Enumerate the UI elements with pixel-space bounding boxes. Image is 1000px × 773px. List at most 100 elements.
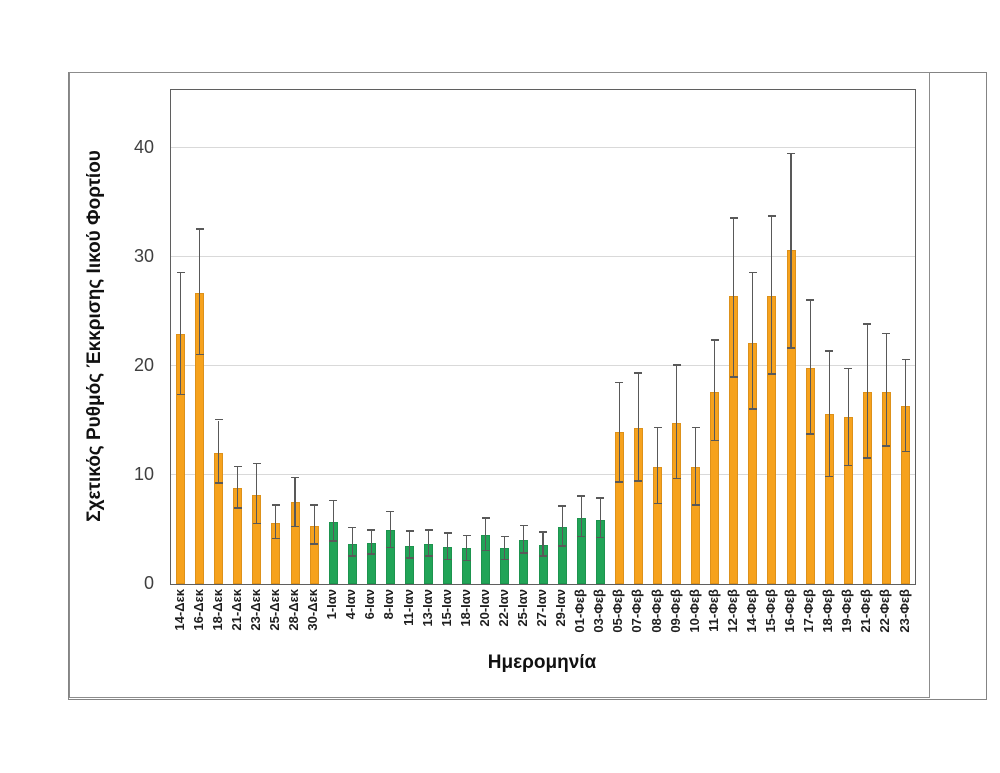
bar bbox=[633, 428, 643, 584]
bar bbox=[271, 522, 281, 584]
error-bar-cap bbox=[691, 426, 700, 429]
bar bbox=[405, 545, 414, 584]
error-bar-cap bbox=[844, 464, 853, 467]
x-tick-label: 23-Δεκ bbox=[247, 589, 263, 631]
x-tick-label: 20-Ιαν bbox=[476, 589, 492, 627]
error-bar-cap bbox=[748, 408, 757, 410]
error-bar-cap bbox=[767, 373, 776, 375]
x-tick-label: 11-Φεβ bbox=[705, 589, 721, 632]
x-tick-label: 08-Φεβ bbox=[648, 589, 664, 633]
bar bbox=[786, 250, 796, 584]
bar bbox=[710, 392, 720, 584]
error-bar-cap bbox=[615, 481, 624, 483]
error-bar bbox=[599, 498, 601, 539]
error-bar-cap bbox=[386, 510, 395, 512]
x-tick-label: 10-Φεβ bbox=[686, 589, 702, 633]
error-bar-cap bbox=[653, 502, 662, 505]
error-bar bbox=[885, 334, 887, 447]
error-bar-cap bbox=[615, 381, 624, 384]
error-bar-cap bbox=[596, 497, 605, 499]
bar bbox=[519, 540, 529, 584]
x-tick-label: 16-Φεβ bbox=[782, 589, 797, 633]
y-tick-label: 30 bbox=[133, 245, 154, 266]
error-bar bbox=[332, 501, 334, 542]
y-gridline bbox=[171, 364, 915, 366]
x-tick-label: 12-Φεβ bbox=[724, 589, 740, 633]
x-tick-label: 13-Ιαν bbox=[419, 589, 435, 627]
error-bar-cap bbox=[405, 530, 414, 532]
x-tick-label: 16-Δεκ bbox=[190, 589, 206, 631]
bar bbox=[862, 392, 872, 584]
y-gridline bbox=[171, 473, 915, 475]
error-bar-cap bbox=[500, 558, 509, 560]
error-bar bbox=[427, 530, 430, 557]
x-tick-label: 18-Φεβ bbox=[820, 589, 836, 633]
bar bbox=[843, 417, 853, 584]
error-bar bbox=[447, 533, 449, 560]
x-tick-label: 19-Φεβ bbox=[839, 589, 855, 633]
bar bbox=[729, 296, 739, 584]
error-bar bbox=[542, 532, 544, 557]
error-bar bbox=[828, 351, 830, 478]
bar bbox=[881, 392, 891, 584]
bar bbox=[443, 546, 453, 584]
error-bar-cap bbox=[901, 358, 910, 361]
error-bar-cap bbox=[863, 323, 872, 325]
bar bbox=[233, 488, 243, 584]
bar bbox=[500, 548, 510, 584]
error-bar-cap bbox=[481, 517, 490, 519]
error-bar bbox=[351, 528, 353, 557]
error-bar-cap bbox=[367, 553, 376, 555]
error-bar-cap bbox=[519, 524, 528, 527]
y-gridline bbox=[171, 146, 915, 148]
error-bar bbox=[504, 537, 506, 560]
error-bar-cap bbox=[882, 445, 891, 447]
error-bar-cap bbox=[672, 477, 681, 480]
bar bbox=[481, 534, 491, 584]
error-bar bbox=[733, 218, 735, 378]
x-axis-title: Ημερομηνία bbox=[487, 652, 597, 673]
error-bar-cap bbox=[596, 536, 605, 539]
x-tick-label: 09-Φεβ bbox=[667, 589, 683, 633]
error-bar-cap bbox=[405, 557, 414, 559]
x-tick-label: 8-Ιαν bbox=[381, 589, 397, 620]
x-tick-label: 01-Φεβ bbox=[572, 589, 588, 633]
error-bar bbox=[370, 530, 372, 555]
error-bar-cap bbox=[367, 529, 376, 531]
bar bbox=[462, 548, 472, 584]
x-tick-label: 21-Δεκ bbox=[228, 589, 244, 631]
bar bbox=[653, 467, 662, 584]
error-bar-cap bbox=[348, 555, 357, 557]
x-tick-label: 18-Δεκ bbox=[209, 589, 225, 631]
error-bar-cap bbox=[500, 535, 509, 538]
error-bar-cap bbox=[901, 450, 910, 452]
x-tick-label: 07-Φεβ bbox=[629, 589, 645, 633]
error-bar-cap bbox=[443, 532, 452, 534]
error-bar-cap bbox=[653, 426, 662, 429]
error-bar-cap bbox=[214, 482, 223, 484]
error-bar bbox=[523, 526, 525, 554]
error-bar bbox=[752, 273, 754, 410]
error-bar-cap bbox=[291, 476, 299, 479]
error-bar-cap bbox=[310, 543, 319, 545]
y-tick-label: 40 bbox=[133, 136, 154, 157]
error-bar bbox=[847, 369, 849, 467]
error-bar-cap bbox=[844, 367, 853, 370]
bar bbox=[614, 432, 624, 584]
bar bbox=[576, 517, 586, 584]
error-bar-cap bbox=[806, 433, 815, 435]
x-tick-label: 30-Δεκ bbox=[305, 589, 321, 631]
error-bar bbox=[275, 505, 277, 540]
error-bar-cap bbox=[424, 555, 433, 557]
x-tick-label: 29-Ιαν bbox=[553, 589, 569, 627]
error-bar-cap bbox=[271, 537, 280, 540]
error-bar-cap bbox=[310, 504, 319, 506]
bar bbox=[672, 422, 681, 584]
error-bar-cap bbox=[233, 507, 242, 509]
error-bar-cap bbox=[291, 525, 299, 528]
error-bar-cap bbox=[424, 529, 433, 531]
x-tick-label: 27-Ιαν bbox=[534, 589, 549, 627]
x-tick-label: 03-Φεβ bbox=[591, 589, 607, 633]
bar bbox=[195, 292, 205, 584]
error-bar bbox=[904, 360, 907, 452]
